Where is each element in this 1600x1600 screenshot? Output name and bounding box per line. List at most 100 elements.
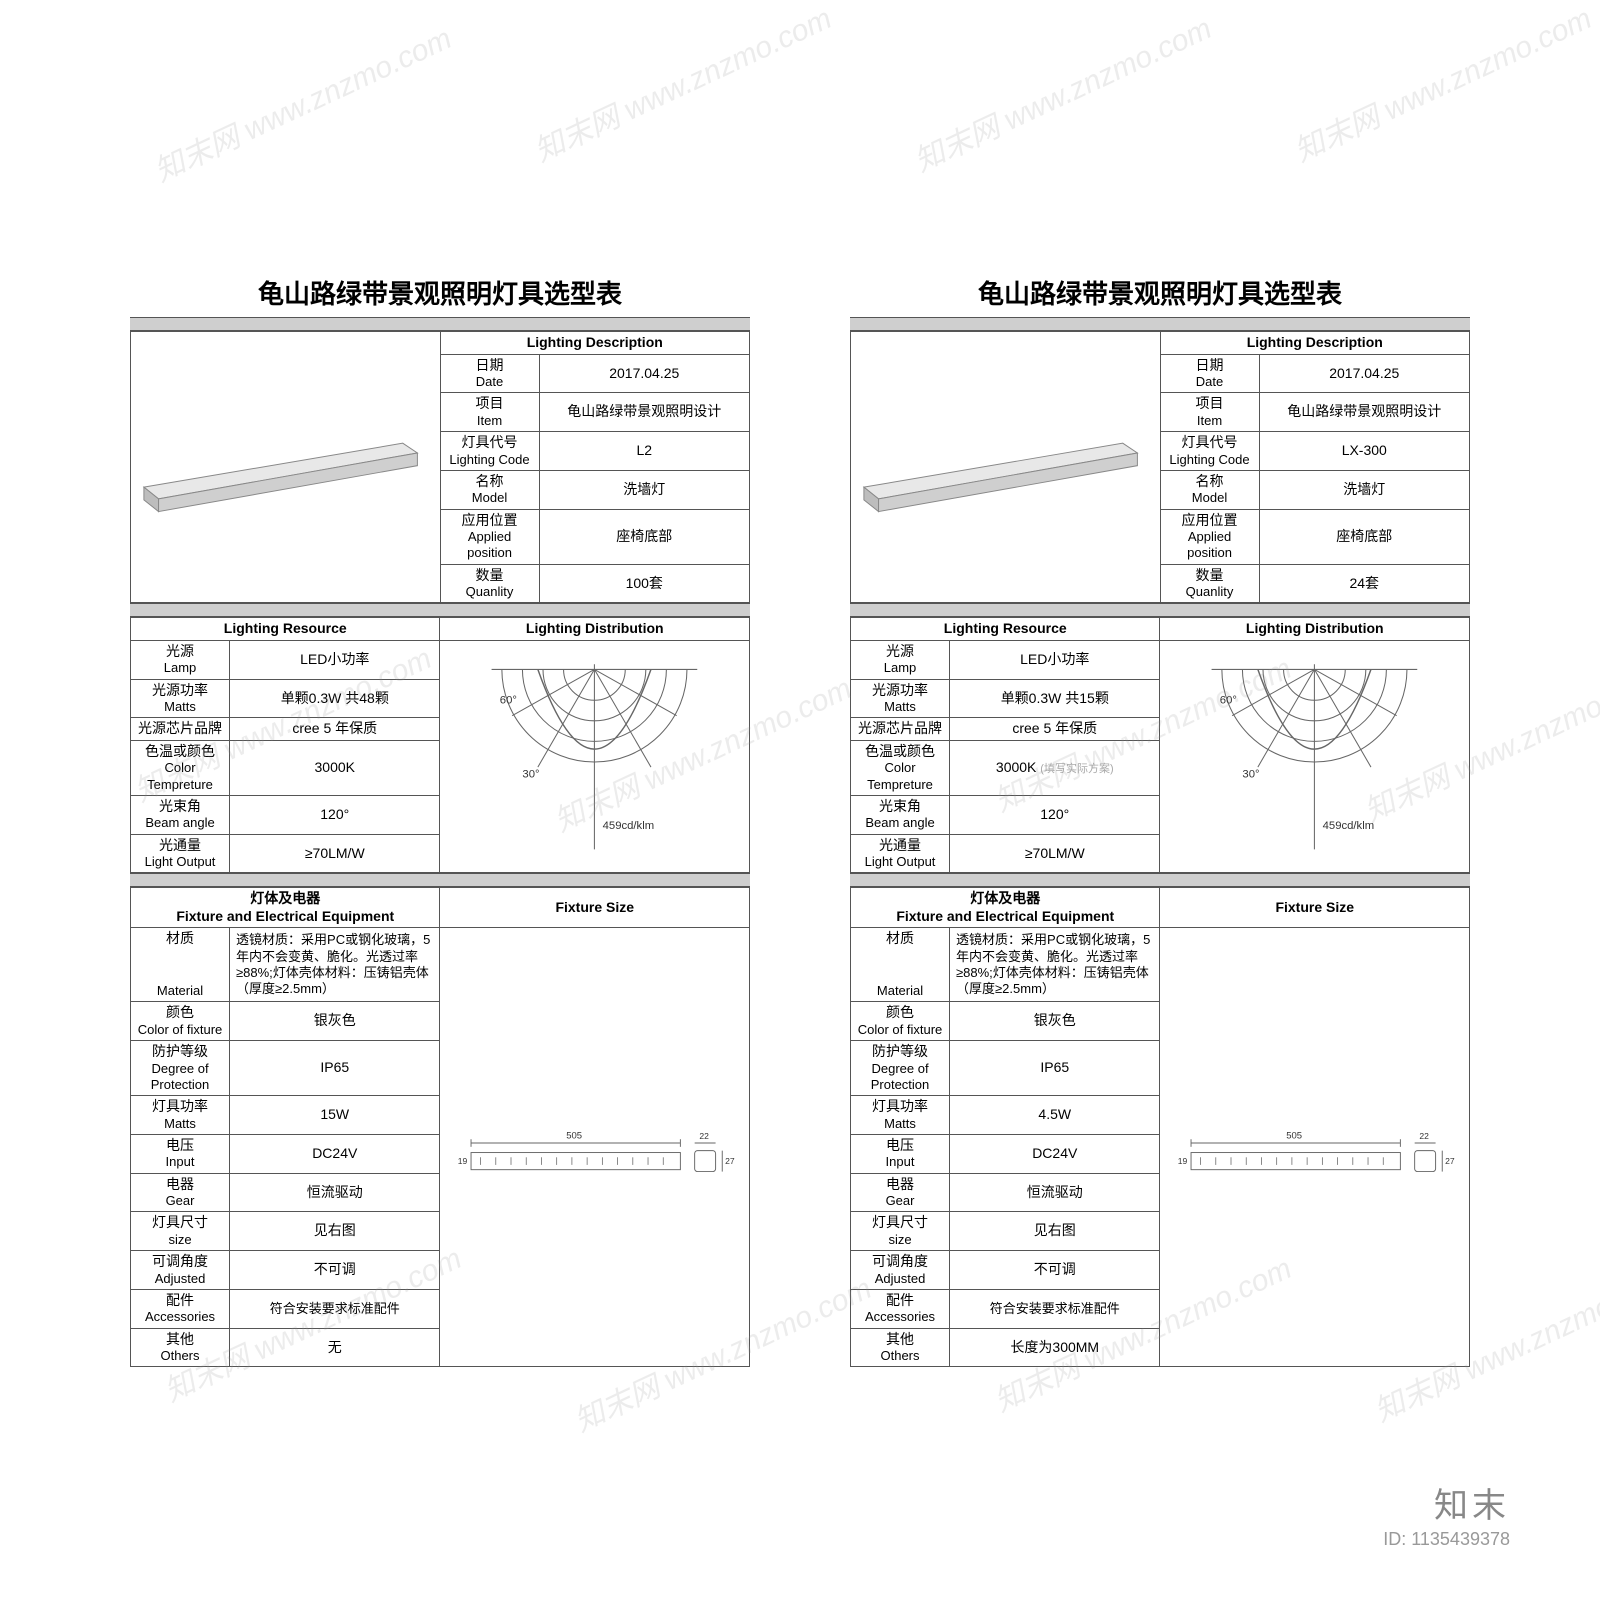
label-output: 光通量Light Output xyxy=(851,834,950,873)
section-header: Fixture Size xyxy=(1160,888,1470,928)
value-input: DC24V xyxy=(950,1134,1160,1173)
label-size: 灯具尺寸size xyxy=(131,1212,230,1251)
label-material: 材质Material xyxy=(851,928,950,1002)
value-code: LX-300 xyxy=(1259,432,1469,471)
spec-sheet-left: 龟山路绿带景观照明灯具选型表 Light xyxy=(130,270,750,1367)
label-other: 其他Others xyxy=(131,1328,230,1367)
section-header: Lighting Description xyxy=(1160,332,1470,355)
watermark-text: 知末网 www.znzmo.com xyxy=(526,0,838,170)
label-gear: 电器Gear xyxy=(851,1173,950,1212)
sheet-title: 龟山路绿带景观照明灯具选型表 xyxy=(850,270,1470,317)
footer-brand-cn: 知末 xyxy=(1383,1478,1510,1527)
dim-length: 505 xyxy=(566,1130,582,1141)
value-applied: 座椅底部 xyxy=(1259,509,1469,564)
label-lamp-matts: 光源功率Matts xyxy=(851,679,950,718)
value-project: 龟山路绿带景观照明设计 xyxy=(539,393,749,432)
polar-angle-label: 60° xyxy=(1220,694,1237,706)
label-acc: 配件Accessories xyxy=(851,1289,950,1328)
label-output: 光通量Light Output xyxy=(131,834,230,873)
dim-length: 505 xyxy=(1286,1130,1302,1141)
value-other: 无 xyxy=(230,1328,440,1367)
label-beam: 光束角Beam angle xyxy=(851,795,950,834)
label-fmatts: 灯具功率Matts xyxy=(851,1096,950,1135)
watermark-text: 知末网 www.znzmo.com xyxy=(146,14,458,191)
section-divider xyxy=(850,873,1470,887)
polar-center-label: 459cd/klm xyxy=(1323,819,1375,831)
watermark-text: 知末网 www.znzmo.com xyxy=(906,4,1218,181)
label-project: 项目Item xyxy=(1160,393,1259,432)
value-fixcolor: 银灰色 xyxy=(230,1002,440,1041)
label-adj: 可调角度Adjusted xyxy=(131,1251,230,1290)
resource-table: Lighting Resource Lighting Distribution … xyxy=(130,617,750,873)
label-fixcolor: 颜色Color of fixture xyxy=(131,1002,230,1041)
polar-diagram: 60° 30° 459cd/klm xyxy=(1160,646,1469,868)
value-protect: IP65 xyxy=(230,1041,440,1096)
footer-id: ID: 1135439378 xyxy=(1383,1529,1510,1550)
section-header: Fixture Size xyxy=(440,888,750,928)
label-gear: 电器Gear xyxy=(131,1173,230,1212)
label-qty: 数量Quanlity xyxy=(1160,564,1259,603)
polar-center-label: 459cd/klm xyxy=(603,819,655,831)
label-project: 项目Item xyxy=(440,393,539,432)
dim-side: 19 xyxy=(1178,1156,1188,1166)
value-color: 3000K xyxy=(230,740,440,795)
value-material: 透镜材质：采用PC或钢化玻璃，5年内不会变黄、脆化。光透过率≥88%;灯体壳体材… xyxy=(950,928,1160,1002)
value-adj: 不可调 xyxy=(230,1251,440,1290)
section-divider xyxy=(130,873,750,887)
value-acc: 符合安装要求标准配件 xyxy=(950,1289,1160,1328)
value-model: 洗墙灯 xyxy=(539,470,749,509)
fixture-table: 灯体及电器Fixture and Electrical Equipment Fi… xyxy=(850,887,1470,1367)
section-header: Lighting Distribution xyxy=(1160,618,1470,641)
dim-h: 27 xyxy=(1445,1156,1455,1166)
product-image xyxy=(131,409,440,526)
label-date: 日期Date xyxy=(1160,354,1259,393)
value-chip: cree 5 年保质 xyxy=(950,718,1160,741)
polar-angle-label: 30° xyxy=(523,768,540,780)
value-model: 洗墙灯 xyxy=(1259,470,1469,509)
value-input: DC24V xyxy=(230,1134,440,1173)
value-project: 龟山路绿带景观照明设计 xyxy=(1259,393,1469,432)
label-protect: 防护等级Degree ofProtection xyxy=(131,1041,230,1096)
value-material: 透镜材质：采用PC或钢化玻璃，5年内不会变黄、脆化。光透过率≥88%;灯体壳体材… xyxy=(230,928,440,1002)
description-table: Lighting Description 日期Date2017.04.25 项目… xyxy=(130,331,750,603)
label-model: 名称Model xyxy=(1160,470,1259,509)
footer-brand: 知末 ID: 1135439378 xyxy=(1383,1478,1510,1550)
label-protect: 防护等级Degree ofProtection xyxy=(851,1041,950,1096)
fixture-size-diagram: 505 22 27 19 xyxy=(1160,1094,1469,1201)
label-code: 灯具代号Lighting Code xyxy=(440,432,539,471)
section-header: 灯体及电器Fixture and Electrical Equipment xyxy=(851,888,1160,928)
value-protect: IP65 xyxy=(950,1041,1160,1096)
watermark-text: 知末网 www.znzmo.com xyxy=(1286,0,1598,170)
value-output: ≥70LM/W xyxy=(230,834,440,873)
section-header: 灯体及电器Fixture and Electrical Equipment xyxy=(131,888,440,928)
value-lamp: LED小功率 xyxy=(230,640,440,679)
polar-angle-label: 60° xyxy=(500,694,517,706)
description-table: Lighting Description 日期Date2017.04.25 项目… xyxy=(850,331,1470,603)
polar-angle-label: 30° xyxy=(1243,768,1260,780)
label-beam: 光束角Beam angle xyxy=(131,795,230,834)
section-header: Lighting Description xyxy=(440,332,750,355)
value-chip: cree 5 年保质 xyxy=(230,718,440,741)
value-beam: 120° xyxy=(230,795,440,834)
value-code: L2 xyxy=(539,432,749,471)
section-divider xyxy=(130,603,750,617)
label-color: 色温或颜色ColorTempreture xyxy=(851,740,950,795)
value-adj: 不可调 xyxy=(950,1251,1160,1290)
label-model: 名称Model xyxy=(440,470,539,509)
label-qty: 数量Quanlity xyxy=(440,564,539,603)
section-divider xyxy=(850,603,1470,617)
label-applied: 应用位置Applied position xyxy=(440,509,539,564)
label-lamp-matts: 光源功率Matts xyxy=(131,679,230,718)
label-material: 材质Material xyxy=(131,928,230,1002)
value-color: 3000K (填写实际方案) xyxy=(950,740,1160,795)
label-fmatts: 灯具功率Matts xyxy=(131,1096,230,1135)
fixture-size-diagram: 505 22 27 19 xyxy=(440,1094,749,1201)
value-lamp: LED小功率 xyxy=(950,640,1160,679)
label-color: 色温或颜色ColorTempreture xyxy=(131,740,230,795)
label-lamp: 光源Lamp xyxy=(131,640,230,679)
dim-h: 27 xyxy=(725,1156,735,1166)
label-input: 电压Input xyxy=(851,1134,950,1173)
dim-w: 22 xyxy=(699,1131,709,1141)
product-image xyxy=(851,409,1160,526)
dim-w: 22 xyxy=(1419,1131,1429,1141)
